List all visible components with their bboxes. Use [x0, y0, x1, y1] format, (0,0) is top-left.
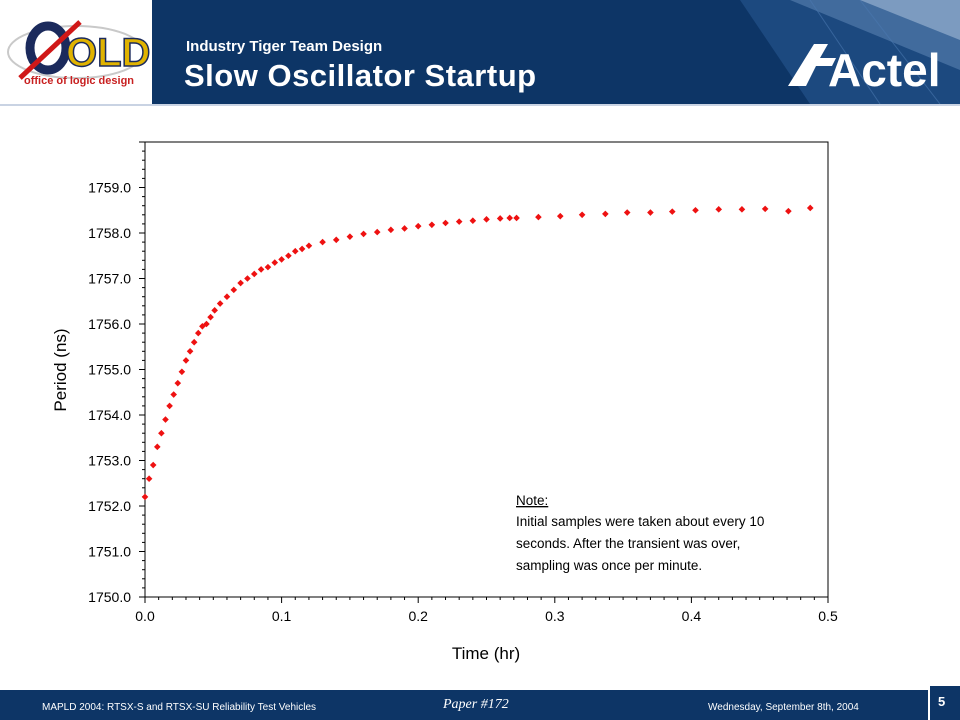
data-point [216, 300, 224, 307]
data-point [291, 247, 299, 255]
data-point [623, 209, 631, 216]
data-point [332, 236, 340, 244]
logo-letters: OLD [66, 31, 150, 75]
slide-header: OLD office of logic design Industry Tige… [0, 0, 960, 104]
data-point [715, 206, 723, 213]
data-point [692, 206, 699, 214]
data-point [158, 429, 165, 437]
y-tick-label: 1754.0 [88, 407, 131, 423]
data-point [285, 252, 292, 260]
data-point [174, 379, 182, 387]
header-divider [0, 104, 960, 106]
data-point [178, 368, 186, 376]
x-tick-label: 0.1 [272, 608, 292, 624]
data-point [496, 215, 504, 222]
y-axis-label: Period (ns) [51, 328, 70, 411]
data-point [578, 211, 586, 219]
data-point [237, 279, 244, 287]
data-point [305, 242, 313, 250]
data-point [319, 238, 326, 246]
data-point [250, 270, 258, 278]
data-point [761, 205, 769, 213]
note-line-2: seconds. After the transient was over, [516, 536, 740, 551]
data-point [428, 221, 436, 229]
data-point [264, 263, 272, 271]
data-point [149, 461, 157, 469]
data-point [207, 313, 214, 321]
y-tick-label: 1759.0 [88, 180, 131, 196]
y-tick-label: 1752.0 [88, 498, 131, 514]
data-point [257, 266, 265, 273]
data-point [182, 357, 190, 364]
x-tick-label: 0.5 [818, 608, 838, 624]
period-vs-time-chart: 1750.0 1751.0 1752.0 1753.0 1754.0 1755.0 1756… [51, 141, 838, 663]
y-tick-label: 1755.0 [88, 362, 131, 378]
data-point [738, 206, 746, 213]
data-point [230, 286, 238, 294]
data-point [271, 259, 279, 266]
data-point [186, 348, 194, 355]
slide-subtitle: Industry Tiger Team Design [186, 38, 383, 55]
data-point [153, 443, 161, 451]
data-point [469, 217, 477, 225]
data-point [203, 320, 210, 328]
data-point [373, 228, 381, 236]
actel-logo-text: Actel [828, 44, 940, 92]
data-point [190, 338, 198, 346]
data-point [194, 329, 202, 337]
y-tick-label: 1751.0 [88, 544, 131, 560]
data-point [145, 475, 153, 482]
data-point [346, 233, 354, 240]
actel-logo-mark [788, 44, 836, 86]
data-point [223, 293, 231, 300]
x-tick-label: 0.3 [545, 608, 565, 624]
data-point [170, 391, 177, 398]
page-number-box [928, 686, 960, 720]
data-point [298, 245, 306, 253]
data-point [141, 493, 149, 501]
page-number: 5 [938, 694, 946, 709]
x-tick-label: 0.4 [682, 608, 702, 624]
y-tick-label: 1753.0 [88, 453, 131, 469]
footer-date: Wednesday, September 8th, 2004 [708, 702, 859, 713]
data-point [668, 208, 676, 215]
data-point [244, 275, 251, 282]
slide-title: Slow Oscillator Startup [184, 58, 537, 93]
x-tick-label: 0.2 [408, 608, 428, 624]
old-logo: OLD office of logic design [0, 0, 152, 104]
data-point [785, 207, 792, 215]
note-annotation: Note: Initial samples were taken about e… [516, 493, 764, 573]
note-line-1: Initial samples were taken about every 1… [516, 514, 764, 529]
data-point [513, 214, 520, 222]
data-point [647, 209, 654, 216]
data-point [455, 218, 463, 225]
slide-footer [0, 690, 960, 720]
data-point [162, 416, 169, 423]
y-tick-label: 1757.0 [88, 271, 131, 287]
actel-logo: Actel [788, 44, 940, 92]
logo-caption: office of logic design [24, 75, 134, 87]
data-point [360, 230, 367, 238]
note-line-3: sampling was once per minute. [516, 558, 702, 573]
x-axis-label: Time (hr) [452, 644, 520, 663]
footer-conference: MAPLD 2004: RTSX-S and RTSX-SU Reliabili… [42, 702, 317, 713]
y-tick-label: 1750.0 [88, 589, 131, 605]
y-tick-label: 1756.0 [88, 316, 131, 332]
data-point [211, 307, 218, 314]
data-point [483, 216, 490, 223]
x-tick-label: 0.0 [135, 608, 155, 624]
data-point [199, 322, 206, 330]
data-point [806, 204, 814, 212]
footer-paper-number: Paper #172 [443, 697, 509, 712]
data-point [166, 402, 173, 410]
old-logo-graphic: OLD office of logic design [7, 20, 151, 87]
data-point [278, 256, 285, 263]
note-heading: Note: [516, 493, 548, 508]
data-point [387, 226, 395, 234]
y-tick-label: 1758.0 [88, 225, 131, 241]
